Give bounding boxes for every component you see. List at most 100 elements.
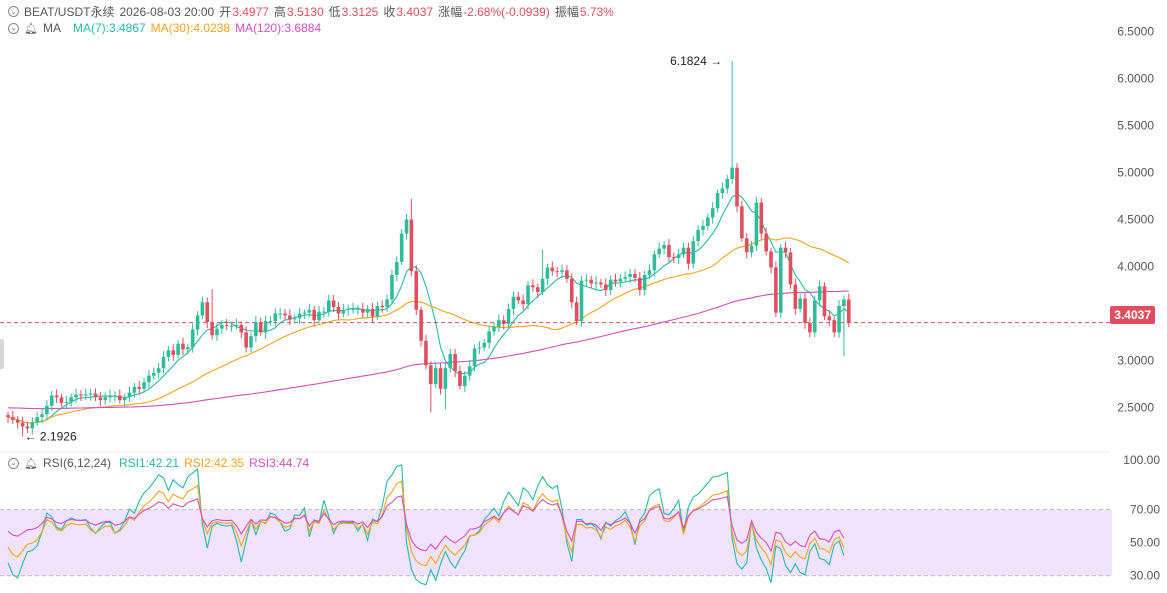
candle-body [623,276,628,279]
candle-body [20,422,25,427]
candle-body [54,395,59,398]
candle-body [11,417,15,420]
close-value: 3.4037 [396,4,434,19]
candle-body [147,375,151,383]
candle-body [511,296,516,309]
candle-body [30,422,35,429]
candle-body [613,279,618,282]
candle-body [608,279,613,291]
candle-body [448,354,453,369]
candle-body [584,279,589,281]
ma-label[interactable]: MA [42,21,61,35]
candle-body [171,350,176,355]
rsi-label[interactable]: RSI(6,12,24) [42,456,112,470]
candle-body [113,395,117,397]
low-value: 3.3125 [341,4,379,19]
candle-body [6,415,10,418]
candle-body [560,270,564,273]
candle-body [331,300,336,307]
candle-body [263,321,268,333]
candle-body [579,280,584,322]
candle-body [642,274,647,291]
change-value: -2.68%(-0.0939) [463,4,550,19]
candle-body [633,274,637,278]
symbol-label[interactable]: BEAT/USDT永续 [24,5,115,19]
rsi2-value: RSI2:42.35 [184,456,245,470]
rsi1-value: RSI1:42.21 [119,456,180,470]
candle-body [735,167,739,207]
candle-body [803,298,807,323]
ma-collapse-toggle-icon[interactable]: ⌄ [8,22,19,34]
candle-body [45,405,49,415]
candle-body [249,336,253,348]
candle-body [399,233,404,262]
rsi-collapse-toggle-icon[interactable]: ⌄ [8,457,19,469]
candle-body [142,382,146,389]
collapse-toggle-icon[interactable]: ⌄ [8,6,19,17]
candle-body [283,313,287,316]
candle-body [79,394,83,396]
candle-body [152,372,156,376]
candle-body [88,393,93,395]
candle-body [49,395,54,406]
rsi-bell-icon[interactable]: 🔔︎ [24,457,38,470]
candle-body [749,245,754,253]
candle-body [774,267,778,313]
y-tick-label: 5.0000 [1117,165,1154,179]
candle-body [764,233,768,252]
y-tick-label: 4.5000 [1117,212,1154,226]
candle-body [390,274,394,300]
candle-body [297,313,302,319]
candle-body [239,324,244,333]
candle-body [258,322,263,333]
candle-body [74,394,78,398]
candle-body [69,397,73,403]
candle-body [273,313,278,322]
candle-body [487,331,491,343]
ma120-value: MA(120):3.6884 [235,21,322,35]
candle-body [628,274,632,277]
candle-body [365,308,370,313]
y-tick-label: 2.5000 [1117,401,1154,415]
candle-body [812,300,817,333]
candle-body [195,315,200,330]
candle-body [117,395,122,401]
candle-body [657,248,662,255]
close-label: 收 [383,5,396,19]
bell-icon[interactable]: 🔔︎ [24,22,38,35]
y-tick-label: 6.5000 [1117,24,1154,38]
candle-body [463,375,467,387]
candle-body [176,343,180,355]
candle-body [822,286,827,317]
candle-body [414,271,419,310]
candle-body [302,312,307,314]
ma30-value: MA(30):4.0238 [150,21,231,35]
candle-body [254,322,258,337]
candle-body [535,287,540,292]
candle-body [506,308,511,324]
candle-body [215,328,219,336]
candle-body [443,368,448,389]
open-value: 3.4977 [232,4,269,19]
candle-body [224,324,229,326]
candle-body [793,284,798,309]
candle-body [98,397,103,401]
candle-body [603,284,608,291]
candle-body [676,254,681,259]
scroll-handle[interactable] [0,339,4,369]
candle-body [808,322,812,333]
candle-body [93,393,98,398]
candle-body [385,299,389,307]
candle-body [842,299,846,307]
candle-body [395,261,399,275]
candle-body [594,282,598,284]
current-price-tag: 3.4037 [1110,306,1155,324]
candle-body [555,271,559,273]
candle-body [618,278,623,282]
candle-body [497,320,501,327]
candle-body [132,386,137,393]
candle-body [234,324,239,326]
candle-body [409,219,414,272]
